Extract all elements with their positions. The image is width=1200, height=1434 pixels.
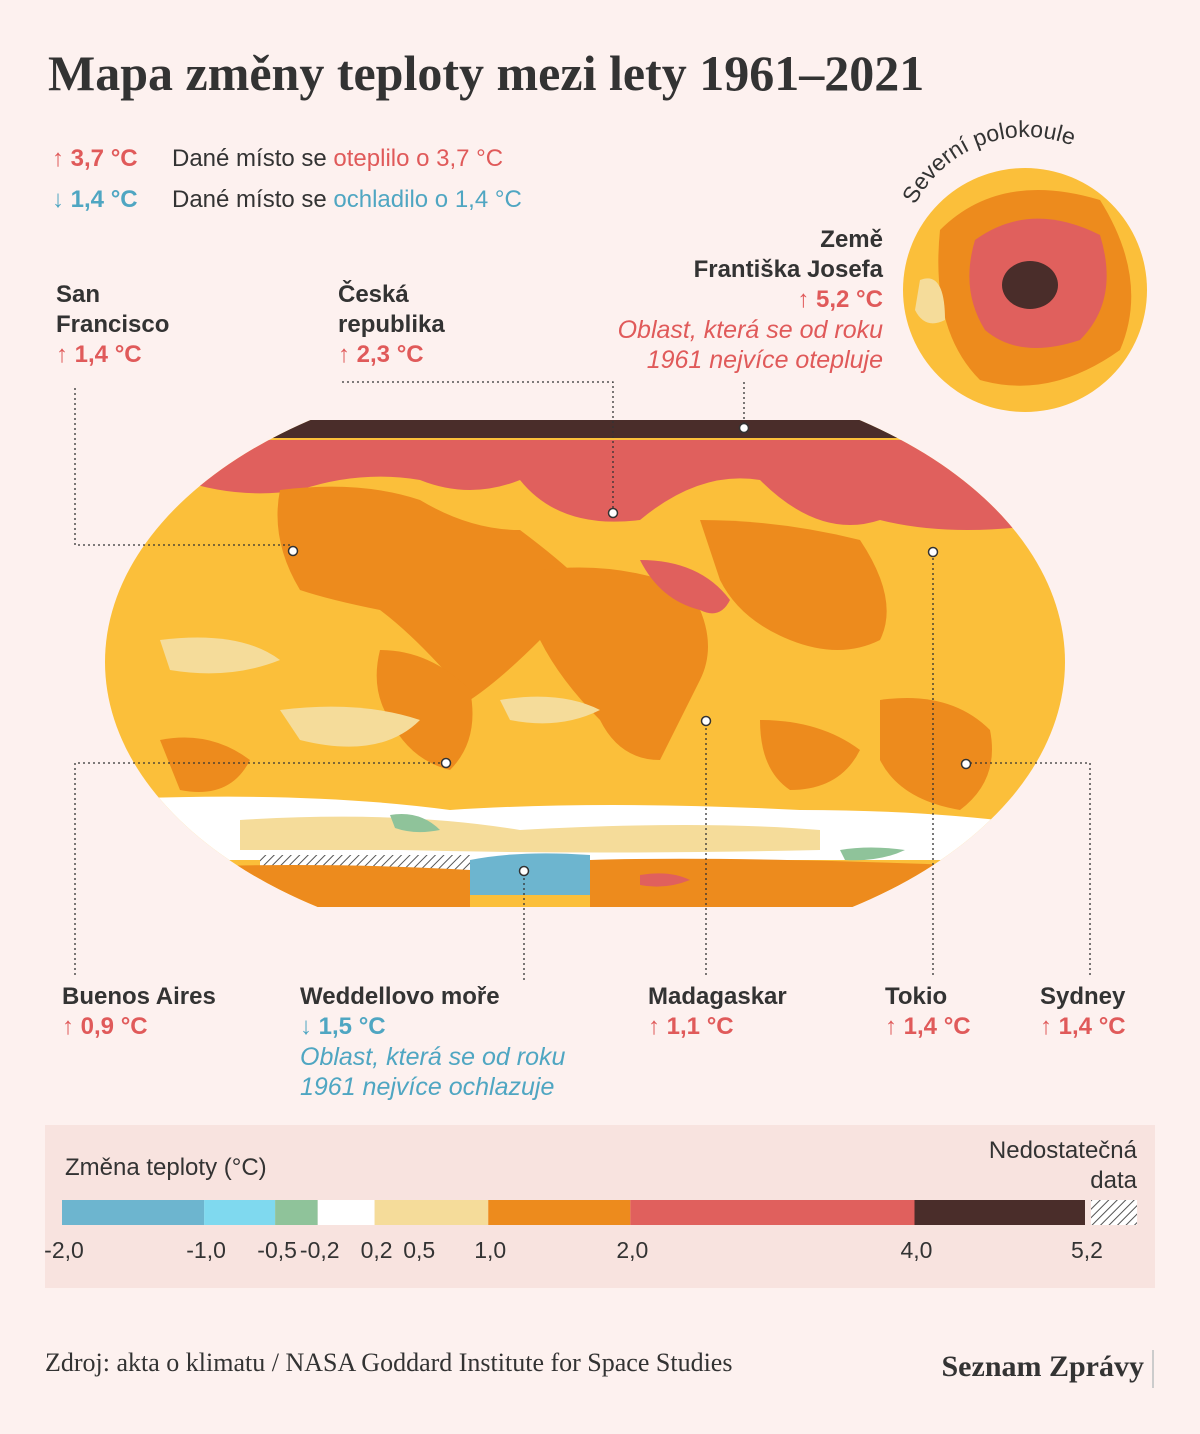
key-text: Dané místo se [172,186,334,213]
annotation: Země Františka Josefa ↑ 5,2 °C Oblast, kter… [618,225,883,375]
annotation-name: Weddellovo moře [300,983,500,1010]
no-data-label: Nedostatečná [989,1137,1138,1164]
leader [342,381,614,513]
legend-tick-label: 0,2 [361,1237,393,1263]
annotation: Tokio ↑ 1,4 °C [885,982,971,1042]
key-row: ↑ 3,7 °C Dané místo se oteplilo o 3,7 °C [52,145,503,173]
key-value: ↓ 1,4 °C [52,186,138,213]
annotation: Buenos Aires ↑ 0,9 °C [62,982,216,1042]
legend-tick-label: 0,5 [403,1237,435,1263]
key-highlight: ochladilo o 1,4 °C [333,186,522,213]
annotation-name: republika [338,311,445,338]
annotation: Sydney ↑ 1,4 °C [1040,982,1126,1042]
key-value: ↑ 3,7 °C [52,145,138,172]
annotation-note: Oblast, která se od roku [617,316,883,344]
legend-tick-label: 4,0 [901,1237,933,1263]
leader [74,762,446,975]
key-highlight: oteplilo o 3,7 °C [333,145,504,172]
marker [440,757,452,769]
annotation: Česká republika ↑ 2,3 °C [338,280,445,370]
leader [74,388,293,546]
markers [287,422,972,877]
annotation-note: 1961 nejvíce ochlazuje [300,1073,555,1101]
legend-bin [630,1200,915,1225]
annotation-name: San [56,281,101,308]
legend-bin [62,1200,205,1225]
annotation-name: Sydney [1040,983,1126,1010]
annotation-name: Buenos Aires [62,983,216,1010]
inset-globe: Severní polokoule [897,116,1147,412]
annotation-name: Česká [338,281,409,308]
world-map [105,420,1065,907]
key-row: ↓ 1,4 °C Dané místo se ochladilo o 1,4 °C [52,186,522,214]
legend-tick-label: -2,0 [44,1237,84,1263]
brand: Seznam Zprávy [941,1350,1145,1383]
annotation-name: Francisco [56,311,170,338]
annotation-value: ↑ 1,4 °C [1040,1013,1126,1040]
no-data-label: data [1090,1167,1137,1194]
legend-bin [275,1200,318,1225]
legend-tick-label: 5,2 [1071,1237,1103,1263]
annotation-name: Františka Josefa [693,256,883,283]
marker [927,546,939,558]
legend-title: Změna teploty (°C) [65,1154,267,1181]
title: Mapa změny teploty mezi lety 1961–2021 [48,45,925,101]
annotation-name: Tokio [885,983,948,1010]
no-data-swatch [1091,1200,1137,1225]
annotation-value: ↑ 0,9 °C [62,1013,148,1040]
legend-tick-label: 1,0 [474,1237,506,1263]
marker [287,545,299,557]
annotation-value: ↑ 1,4 °C [56,341,142,368]
annotation-value: ↑ 1,1 °C [648,1013,734,1040]
leaders [74,381,1091,980]
annotation-name: Madagaskar [648,983,787,1010]
key-text: Dané místo se [172,145,334,172]
marker [700,715,712,727]
annotation: Weddellovo moře ↓ 1,5 °C Oblast, která se … [300,982,565,1102]
legend-bin [317,1200,375,1225]
annotation-value: ↑ 5,2 °C [797,286,883,313]
marker [518,865,530,877]
marker [960,758,972,770]
legend-tick-label: -1,0 [186,1237,226,1263]
source: Zdroj: akta o klimatu / NASA Goddard Ins… [45,1348,733,1377]
marker [738,422,750,434]
legend-bin [914,1200,1085,1225]
legend-tick-label: -0,5 [257,1237,297,1263]
legend: Změna teploty (°C) Nedostatečná data -2,… [44,1137,1137,1263]
annotation-value: ↑ 2,3 °C [338,341,424,368]
legend-bin [374,1200,489,1225]
annotation-name: Země [820,226,883,253]
annotation-note: Oblast, která se od roku [300,1043,566,1071]
annotation: San Francisco ↑ 1,4 °C [56,280,169,370]
legend-tick-label: -0,2 [300,1237,340,1263]
legend-bin [204,1200,276,1225]
annotation-value: ↓ 1,5 °C [300,1013,386,1040]
marker [607,507,619,519]
annotation-note: 1961 nejvíce otepluje [646,346,883,374]
legend-tick-label: 2,0 [616,1237,648,1263]
annotation-value: ↑ 1,4 °C [885,1013,971,1040]
legend-bin [488,1200,631,1225]
annotation: Madagaskar ↑ 1,1 °C [648,982,787,1042]
leader [966,762,1091,975]
